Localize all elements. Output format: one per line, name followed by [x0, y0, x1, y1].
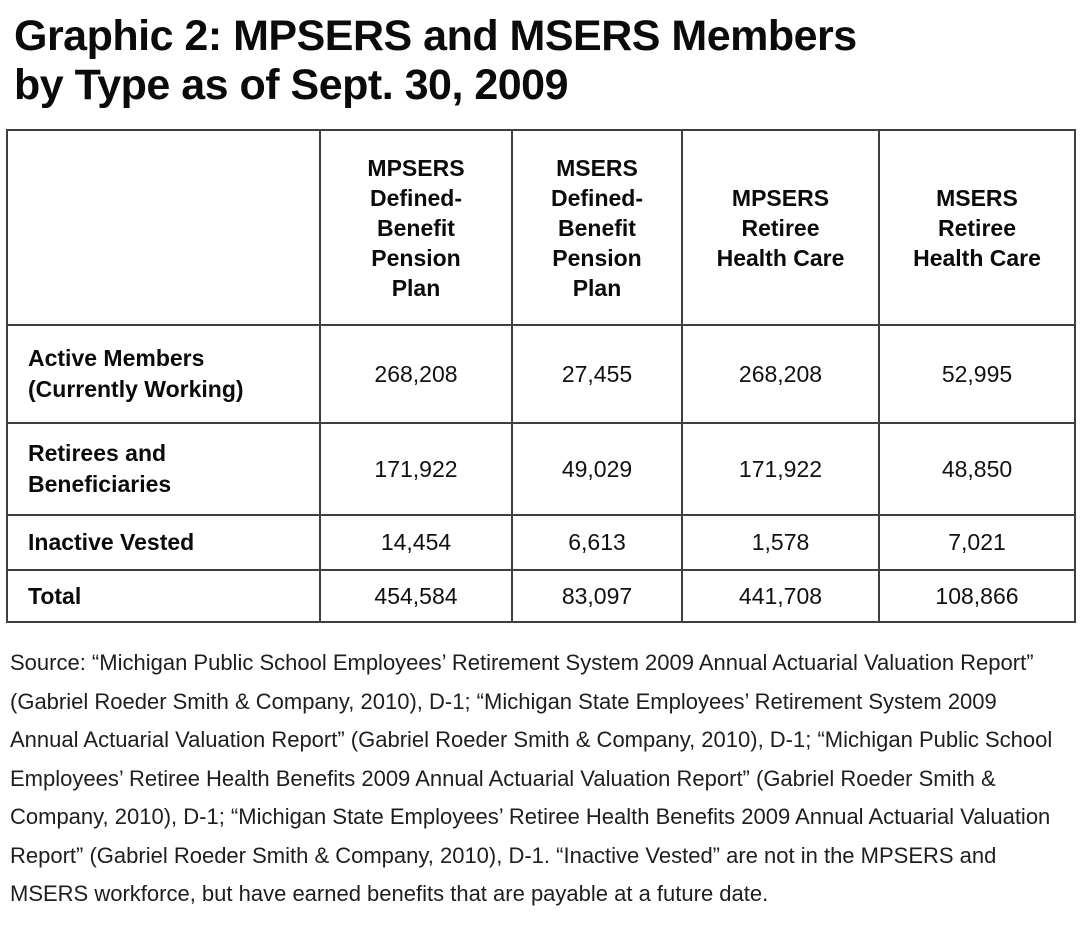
cell-value: 268,208 — [681, 324, 880, 424]
table-row-active-members: Active Members (Currently Working) 268,2… — [6, 324, 1076, 424]
cell-value: 171,922 — [319, 422, 513, 516]
cell-value: 27,455 — [511, 324, 683, 424]
cell-value: 441,708 — [681, 569, 880, 623]
cell-value: 268,208 — [319, 324, 513, 424]
cell-value: 1,578 — [681, 514, 880, 571]
source-note: Source: “Michigan Public School Employee… — [10, 650, 1053, 906]
cell-value: 52,995 — [878, 324, 1076, 424]
cell-value: 7,021 — [878, 514, 1076, 571]
row-label: Active Members (Currently Working) — [6, 324, 321, 424]
cell-value: 6,613 — [511, 514, 683, 571]
column-header-msers-health: MSERS Retiree Health Care — [878, 129, 1076, 326]
cell-value: 14,454 — [319, 514, 513, 571]
table-row-retirees: Retirees and Beneficiaries 171,922 49,02… — [6, 422, 1076, 516]
cell-value: 108,866 — [878, 569, 1076, 623]
cell-value: 83,097 — [511, 569, 683, 623]
row-label: Retirees and Beneficiaries — [6, 422, 321, 516]
cell-value: 454,584 — [319, 569, 513, 623]
cell-value: 48,850 — [878, 422, 1076, 516]
column-header-mpsers-health: MPSERS Retiree Health Care — [681, 129, 880, 326]
members-table: MPSERS Defined-Benefit Pension Plan MSER… — [6, 129, 1076, 623]
header-row: MPSERS Defined-Benefit Pension Plan MSER… — [6, 129, 1076, 326]
table-row-inactive-vested: Inactive Vested 14,454 6,613 1,578 7,021 — [6, 514, 1076, 571]
page-title-line-2: by Type as of Sept. 30, 2009 — [14, 61, 569, 109]
cell-value: 49,029 — [511, 422, 683, 516]
row-label: Inactive Vested — [6, 514, 321, 571]
table-row-total: Total 454,584 83,097 441,708 108,866 — [6, 569, 1076, 623]
column-header-mpsers-pension: MPSERS Defined-Benefit Pension Plan — [319, 129, 513, 326]
row-label: Total — [6, 569, 321, 623]
cell-value: 171,922 — [681, 422, 880, 516]
page-title: Graphic 2: MPSERS and MSERS Members by T… — [14, 12, 1070, 110]
column-header-msers-pension: MSERS Defined-Benefit Pension Plan — [511, 129, 683, 326]
corner-cell — [6, 129, 321, 326]
page-title-line-1: Graphic 2: MPSERS and MSERS Members — [14, 12, 857, 60]
